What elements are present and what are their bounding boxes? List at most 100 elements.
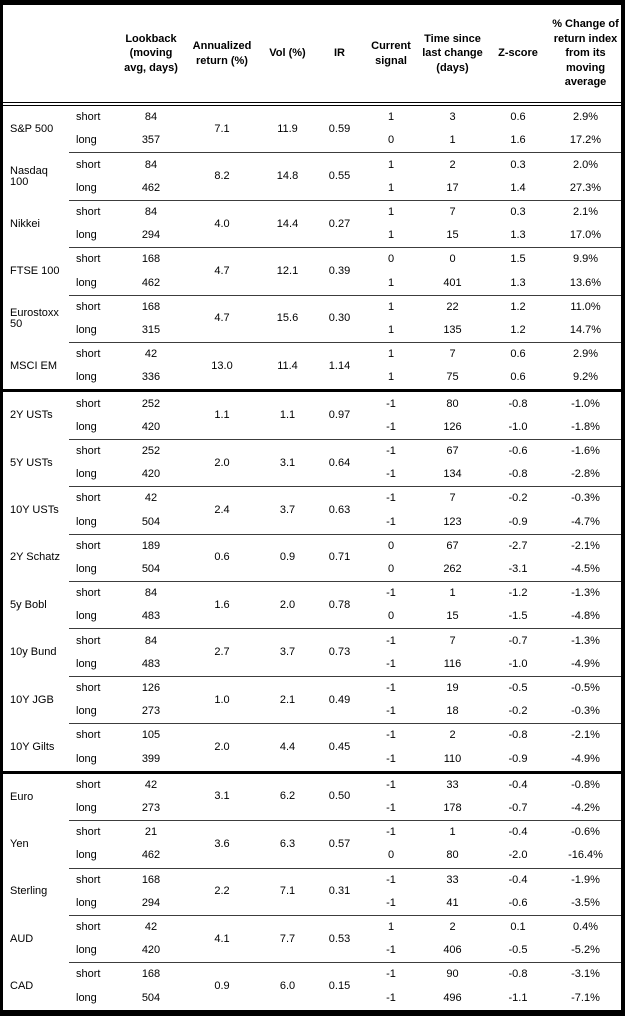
annualized-return-value: 4.7: [185, 247, 259, 296]
lookback-value: 420: [141, 468, 161, 481]
current-signal-value: -1: [386, 515, 396, 528]
time-since-change-value: 0: [419, 247, 486, 272]
annualized-return-value: 3.1: [185, 770, 259, 821]
pct-change-value: -3.5%: [571, 896, 600, 909]
horizon-label: long: [76, 468, 97, 481]
annualized-return-value: 2.0: [185, 438, 259, 487]
table-row-nasdaq-100-long: long 462 1 17 1.4 27.3%: [3, 177, 621, 201]
asset-name-cad: CAD: [10, 979, 34, 992]
zscore-value: 0.3: [486, 152, 550, 177]
zscore-value: -0.8: [486, 389, 550, 416]
col-header-zscore: Z-score: [486, 5, 550, 106]
table-row-euro-short: Euro short 42 3.1 6.2 0.50 -1 33 -0.4 -0.8%: [3, 770, 621, 821]
horizon-label: long: [76, 849, 97, 862]
asset-name-10y-bund: 10y Bund: [10, 646, 57, 659]
table-row-cad-long: long 504 -1 496 -1.1 -7.1%: [3, 987, 621, 1010]
vol-value: 1.1: [259, 389, 316, 440]
horizon-label: short: [69, 533, 117, 558]
table-row-5y-usts-short: 5Y USTs short 252 2.0 3.1 0.64 -1 67 -0.6 -1.6%: [3, 438, 621, 487]
table-row-nasdaq-100-short: Nasdaq 100 short 84 8.2 14.8 0.55 1 2 0.3 2.0%: [3, 152, 621, 201]
horizon-label: short: [69, 438, 117, 464]
pct-change-value: 2.9%: [550, 342, 621, 367]
ir-value: 0.64: [316, 438, 363, 487]
ir-value: 0.97: [316, 389, 363, 440]
horizon-label: long: [76, 134, 97, 147]
current-signal-value: -1: [363, 962, 419, 987]
horizon-label: short: [69, 247, 117, 272]
pct-change-value: -4.9%: [571, 752, 600, 765]
zscore-value: -1.0: [508, 657, 528, 670]
zscore-value: -0.7: [508, 802, 528, 814]
zscore-value: 1.2: [510, 323, 526, 336]
vol-value: 2.0: [259, 581, 316, 629]
lookback-value: 168: [117, 962, 185, 987]
time-since-change-value: 3: [449, 111, 456, 124]
pct-change-value: -1.9%: [550, 867, 621, 892]
lookback-value: 399: [141, 752, 161, 765]
current-signal-value: 1: [387, 276, 395, 289]
zscore-value: -0.5: [508, 944, 528, 957]
horizon-label: short: [69, 675, 117, 701]
table-row-2y-schatz-long: long 504 0 262 -3.1 -4.5%: [3, 558, 621, 582]
table-row-10y-usts-short: 10Y USTs short 42 2.4 3.7 0.63 -1 7 -0.2 -0.3%: [3, 486, 621, 535]
current-signal-value: 1: [387, 111, 395, 124]
time-since-change-value: 15: [446, 229, 459, 242]
lookback-value: 462: [141, 849, 161, 862]
pct-change-value: 2.9%: [572, 111, 599, 124]
table-row-2y-usts-short: 2Y USTs short 252 1.1 1.1 0.97 -1 80 -0.8 -1.0%: [3, 389, 621, 440]
current-signal-value: -1: [363, 820, 419, 845]
current-signal-value: -1: [363, 867, 419, 892]
zscore-value: -0.4: [486, 820, 550, 845]
zscore-value: 1.6: [510, 134, 526, 147]
current-signal-value: -1: [363, 675, 419, 701]
table-row-2y-schatz-short: 2Y Schatz short 189 0.6 0.9 0.71 0 67 -2.7 -2.1%: [3, 533, 621, 582]
current-signal-value: 1: [363, 914, 419, 940]
horizon-label: short: [69, 581, 117, 606]
time-since-change-value: 1: [449, 134, 456, 147]
zscore-value: -1.1: [508, 991, 528, 1004]
lookback-value: 84: [144, 111, 158, 124]
asset-name-msci-em: MSCI EM: [10, 359, 58, 372]
current-signal-value: 1: [363, 342, 419, 367]
asset-name-5y-usts: 5Y USTs: [10, 456, 53, 469]
table-row-msci-em-short: MSCI EM short 42 13.0 11.4 1.14 1 7 0.6 2.9%: [3, 342, 621, 391]
vol-value: 6.3: [259, 820, 316, 869]
time-since-change-value: 67: [419, 438, 486, 464]
vol-value: 6.2: [259, 770, 316, 821]
asset-name-nikkei: Nikkei: [10, 217, 40, 230]
vol-value: 14.4: [259, 199, 316, 248]
table-row-10y-bund-short: 10y Bund short 84 2.7 3.7 0.73 -1 7 -0.7 -1.3%: [3, 628, 621, 677]
zscore-value: 1.2: [486, 294, 550, 319]
zscore-value: -1.5: [508, 610, 528, 623]
time-since-change-value: 262: [443, 562, 462, 575]
asset-name-10y-jgb: 10Y JGB: [10, 693, 54, 706]
current-signal-value: 1: [387, 229, 395, 242]
lookback-value: 294: [141, 896, 161, 909]
zscore-value: -3.1: [508, 562, 528, 575]
time-since-change-value: 7: [419, 199, 486, 225]
lookback-value: 252: [117, 389, 185, 416]
current-signal-value: -1: [386, 420, 396, 433]
pct-change-value: -2.1%: [550, 533, 621, 558]
col-header-annret: Annualized return (%): [185, 5, 259, 106]
annualized-return-value: 2.0: [185, 723, 259, 773]
asset-name-ftse-100: FTSE 100: [10, 264, 60, 277]
zscore-value: 0.6: [486, 342, 550, 367]
table-row-euro-long: long 273 -1 178 -0.7 -4.2%: [3, 797, 621, 821]
asset-name-10y-gilts: 10Y Gilts: [10, 740, 55, 753]
table-row-cad-short: CAD short 168 0.9 6.0 0.15 -1 90 -0.8 -3.1%: [3, 962, 621, 1010]
zscore-value: -0.5: [486, 675, 550, 701]
lookback-value: 84: [117, 199, 185, 225]
zscore-value: 1.3: [510, 229, 526, 242]
horizon-label: short: [69, 486, 117, 511]
horizon-label: short: [69, 867, 117, 892]
lookback-value: 126: [117, 675, 185, 701]
annualized-return-value: 0.9: [185, 962, 259, 1010]
lookback-value: 336: [141, 371, 161, 384]
table-row-ftse-100-long: long 462 1 401 1.3 13.6%: [3, 271, 621, 295]
zscore-value: -0.4: [486, 867, 550, 892]
vol-value: 15.6: [259, 294, 316, 343]
time-since-change-value: 90: [419, 962, 486, 987]
time-since-change-value: 406: [443, 944, 462, 957]
pct-change-value: -1.3%: [550, 628, 621, 653]
